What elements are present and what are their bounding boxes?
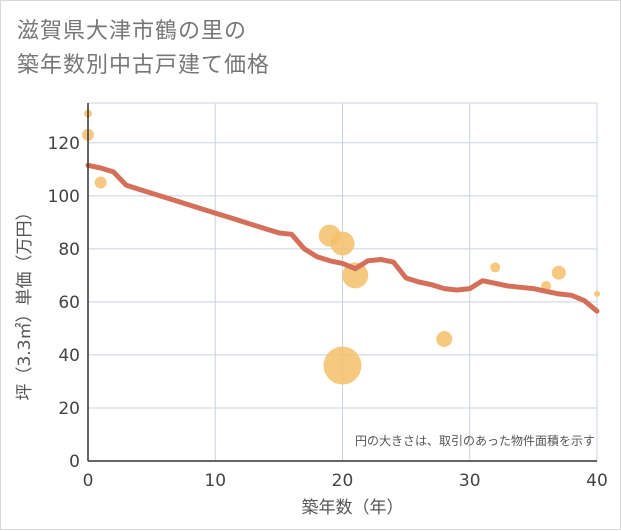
bubble-point bbox=[94, 176, 107, 189]
y-tick-label: 100 bbox=[48, 187, 80, 207]
y-tick-label: 60 bbox=[58, 293, 80, 313]
y-tick-label: 40 bbox=[58, 346, 80, 366]
bubble-point bbox=[594, 290, 600, 297]
y-tick-label: 0 bbox=[69, 452, 80, 472]
chart-title: 滋賀県大津市鶴の里の 築年数別中古戸建て価格 bbox=[17, 15, 270, 83]
bubble-point bbox=[323, 346, 362, 385]
chart-title-line2: 築年数別中古戸建て価格 bbox=[17, 53, 271, 78]
x-tick-label: 20 bbox=[332, 471, 354, 491]
x-tick-label: 30 bbox=[459, 471, 481, 491]
x-tick-label: 0 bbox=[83, 471, 94, 491]
bubbles bbox=[82, 109, 600, 385]
x-tick-label: 40 bbox=[586, 471, 608, 491]
y-tick-label: 20 bbox=[58, 399, 80, 419]
bubble-point bbox=[342, 262, 369, 289]
bubble-point bbox=[551, 265, 566, 280]
y-tick-label: 120 bbox=[48, 134, 80, 154]
bubble-point bbox=[330, 231, 355, 256]
size-note: 円の大きさは、取引のあった物件面積を示す bbox=[355, 433, 595, 448]
trend-line bbox=[85, 162, 600, 314]
grid bbox=[87, 102, 598, 462]
trend-line-group bbox=[85, 162, 600, 314]
chart-title-line1: 滋賀県大津市鶴の里の bbox=[17, 19, 248, 44]
axes bbox=[87, 103, 597, 462]
bubble-point bbox=[436, 331, 453, 348]
x-tick-label: 10 bbox=[204, 471, 226, 491]
x-axis-label: 築年数（年） bbox=[302, 498, 404, 518]
y-axis-label: 坪（3.3㎡）単価（万円） bbox=[15, 203, 35, 400]
y-tick-label: 80 bbox=[58, 240, 80, 260]
bubble-point bbox=[490, 262, 501, 273]
tick-labels: 0 10 20 30 40 0 20 40 60 80 100 120 bbox=[48, 134, 608, 491]
